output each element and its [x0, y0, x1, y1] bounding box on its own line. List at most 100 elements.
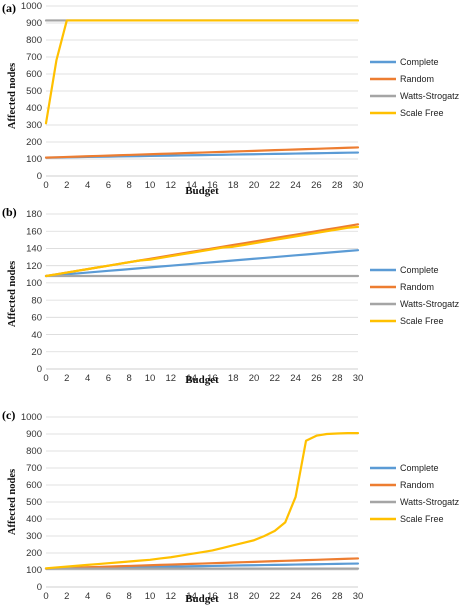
legend-entry: Scale Free [400, 514, 444, 524]
x-tick-label: 16 [207, 591, 218, 602]
y-tick-label: 100 [26, 565, 42, 576]
x-tick-label: 12 [166, 591, 177, 602]
x-tick-label: 20 [249, 591, 260, 602]
series-line-random [44, 146, 360, 159]
y-tick-label: 0 [37, 171, 42, 182]
y-tick-label: 200 [26, 548, 42, 559]
panel-label: (b) [2, 205, 17, 219]
x-tick-label: 28 [332, 180, 343, 191]
y-tick-label: 180 [26, 209, 42, 220]
x-tick-label: 26 [311, 373, 322, 384]
x-tick-label: 8 [127, 373, 132, 384]
y-tick-label: 900 [26, 18, 42, 29]
y-tick-label: 1000 [21, 412, 42, 423]
y-tick-label: 300 [26, 531, 42, 542]
series-line-scale-free [44, 432, 360, 570]
y-tick-label: 0 [37, 582, 42, 593]
x-tick-label: 18 [228, 591, 239, 602]
x-tick-label: 10 [145, 373, 156, 384]
legend-entry: Watts-Strogatz [400, 497, 460, 507]
series-line-scale-free [44, 225, 360, 278]
chart-panel-1: (a) 0 100 200 300 400 500 600 700 800 900 1000 0 2 4 6 8… [2, 1, 460, 197]
y-tick-label: 60 [31, 313, 42, 324]
y-tick-label: 120 [26, 261, 42, 272]
x-tick-label: 10 [145, 180, 156, 191]
x-tick-label: 26 [311, 591, 322, 602]
x-tick-label: 0 [43, 180, 48, 191]
x-tick-label: 14 [186, 180, 197, 191]
x-tick-label: 24 [290, 591, 301, 602]
x-tick-label: 2 [64, 591, 69, 602]
x-tick-label: 20 [249, 373, 260, 384]
x-tick-label: 30 [353, 180, 364, 191]
series-line-scale-free [44, 19, 360, 125]
x-tick-label: 28 [332, 591, 343, 602]
legend-entry: Scale Free [400, 316, 444, 326]
legend-entry: Scale Free [400, 108, 444, 118]
x-tick-label: 16 [207, 373, 218, 384]
y-tick-label: 40 [31, 330, 42, 341]
x-tick-label: 20 [249, 180, 260, 191]
x-tick-label: 4 [85, 180, 90, 191]
legend-entry: Random [400, 282, 434, 292]
x-tick-label: 28 [332, 373, 343, 384]
y-axis-title: Affected nodes [7, 63, 18, 129]
y-tick-label: 1000 [21, 1, 42, 12]
x-tick-label: 14 [186, 373, 197, 384]
y-tick-label: 600 [26, 480, 42, 491]
y-tick-label: 200 [26, 137, 42, 148]
x-tick-label: 6 [106, 373, 111, 384]
y-tick-label: 160 [26, 226, 42, 237]
series-line-complete [44, 249, 360, 278]
y-tick-label: 700 [26, 52, 42, 63]
x-tick-label: 10 [145, 591, 156, 602]
x-tick-label: 14 [186, 591, 197, 602]
y-tick-label: 140 [26, 244, 42, 255]
x-axis-title: Budget [185, 593, 219, 605]
y-tick-label: 500 [26, 497, 42, 508]
y-tick-label: 400 [26, 103, 42, 114]
x-tick-label: 0 [43, 373, 48, 384]
x-axis-title: Budget [185, 374, 219, 386]
y-tick-label: 100 [26, 154, 42, 165]
x-tick-label: 26 [311, 180, 322, 191]
panel-label: (a) [2, 1, 16, 15]
panel-label: (c) [2, 408, 15, 422]
y-tick-label: 800 [26, 35, 42, 46]
y-tick-label: 900 [26, 429, 42, 440]
x-tick-label: 30 [353, 373, 364, 384]
x-tick-label: 18 [228, 180, 239, 191]
x-tick-label: 22 [270, 591, 281, 602]
x-tick-label: 22 [270, 373, 281, 384]
x-tick-label: 0 [43, 591, 48, 602]
series-line-random [44, 557, 360, 570]
x-tick-label: 12 [166, 180, 177, 191]
y-axis-title: Affected nodes [7, 261, 18, 327]
y-tick-label: 100 [26, 278, 42, 289]
x-tick-label: 24 [290, 373, 301, 384]
x-tick-label: 30 [353, 591, 364, 602]
x-axis-title: Budget [185, 185, 219, 197]
x-tick-label: 4 [85, 591, 90, 602]
legend-entry: Watts-Strogatz [400, 299, 460, 309]
legend-entry: Random [400, 74, 434, 84]
x-tick-label: 6 [106, 591, 111, 602]
x-tick-label: 4 [85, 373, 90, 384]
y-tick-label: 600 [26, 69, 42, 80]
legend-entry: Complete [400, 265, 439, 275]
x-tick-label: 6 [106, 180, 111, 191]
legend-entry: Watts-Strogatz [400, 91, 460, 101]
x-tick-label: 8 [127, 180, 132, 191]
legend-entry: Complete [400, 463, 439, 473]
y-tick-label: 700 [26, 463, 42, 474]
x-tick-label: 24 [290, 180, 301, 191]
x-tick-label: 18 [228, 373, 239, 384]
x-tick-label: 16 [207, 180, 218, 191]
y-tick-label: 300 [26, 120, 42, 131]
y-tick-label: 800 [26, 446, 42, 457]
y-tick-label: 500 [26, 86, 42, 97]
x-tick-label: 12 [166, 373, 177, 384]
y-axis-title: Affected nodes [7, 469, 18, 535]
